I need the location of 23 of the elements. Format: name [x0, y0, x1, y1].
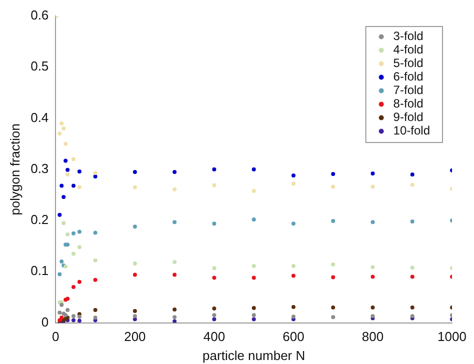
- x-axis-title: particle number N: [202, 348, 306, 363]
- legend-label: 4-fold: [393, 42, 424, 57]
- legend-label: 6-fold: [393, 70, 424, 84]
- y-tick-label: 0.2: [30, 212, 49, 228]
- y-tick-label: 0.6: [30, 8, 49, 23]
- y-tick-label: 0.3: [30, 160, 49, 176]
- x-tick-label: 200: [124, 329, 146, 344]
- x-tick-label: 0: [52, 329, 60, 344]
- x-tick-label: 1000: [438, 329, 466, 344]
- y-tick-label: 0.1: [30, 263, 49, 278]
- x-tick-label: 600: [282, 329, 304, 344]
- legend-label: 9-fold: [393, 110, 424, 124]
- y-tick-label: 0.4: [30, 110, 49, 125]
- x-tick-label: 400: [203, 329, 226, 344]
- y-axis-title: polygon fraction: [7, 124, 22, 216]
- x-tick-label: 800: [362, 329, 384, 344]
- legend-label: 3-fold: [393, 29, 424, 44]
- y-tick-label: 0.5: [30, 58, 49, 74]
- legend-label: 7-fold: [393, 83, 424, 98]
- legend-label: 5-fold: [393, 56, 424, 70]
- legend-label: 10-fold: [393, 124, 430, 138]
- y-tick-label: 0: [41, 314, 49, 330]
- legend-label: 8-fold: [393, 96, 424, 111]
